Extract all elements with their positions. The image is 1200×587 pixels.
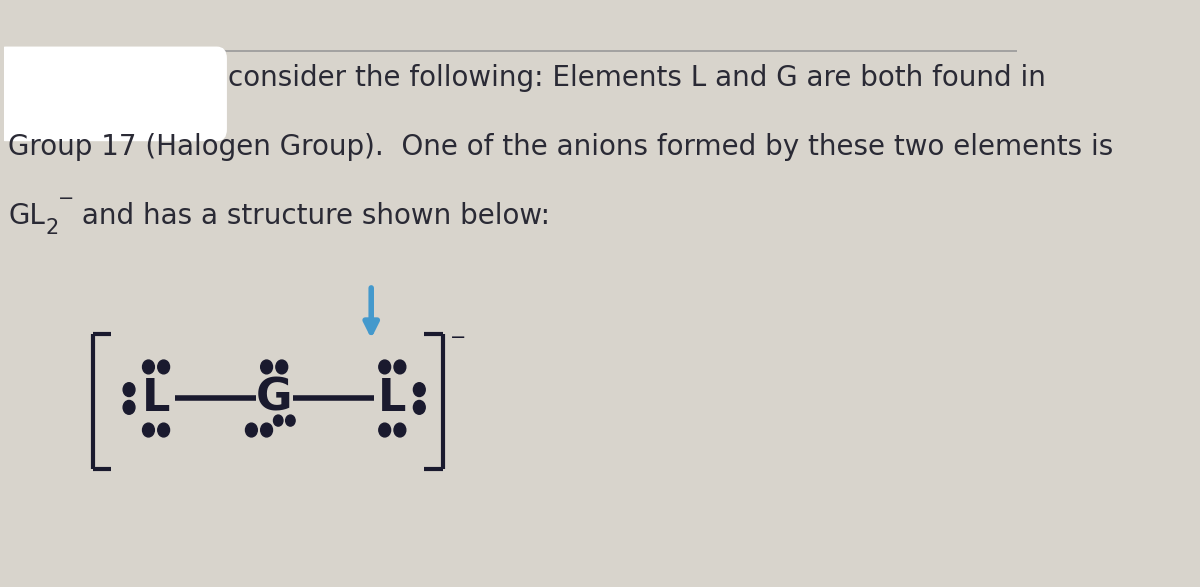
Text: 2: 2 xyxy=(46,218,59,238)
Circle shape xyxy=(286,415,295,426)
Text: and has a structure shown below:: and has a structure shown below: xyxy=(73,202,551,230)
Text: −: − xyxy=(450,328,466,347)
Circle shape xyxy=(274,415,283,426)
Circle shape xyxy=(157,423,169,437)
Circle shape xyxy=(379,360,391,374)
Text: consider the following: Elements L and G are both found in: consider the following: Elements L and G… xyxy=(228,64,1045,92)
Circle shape xyxy=(414,383,425,396)
Circle shape xyxy=(379,423,391,437)
Circle shape xyxy=(246,423,257,437)
Text: L: L xyxy=(142,377,170,420)
Circle shape xyxy=(143,360,155,374)
Circle shape xyxy=(260,360,272,374)
FancyBboxPatch shape xyxy=(0,46,227,141)
Text: −: − xyxy=(58,189,74,208)
Circle shape xyxy=(260,423,272,437)
Circle shape xyxy=(414,400,425,414)
Circle shape xyxy=(143,423,155,437)
Text: L: L xyxy=(378,377,407,420)
Text: Group 17 (Halogen Group).  One of the anions formed by these two elements is: Group 17 (Halogen Group). One of the ani… xyxy=(8,133,1114,161)
Circle shape xyxy=(124,383,134,396)
Circle shape xyxy=(157,360,169,374)
Circle shape xyxy=(276,360,288,374)
Circle shape xyxy=(124,400,134,414)
Text: G: G xyxy=(256,377,293,420)
Text: GL: GL xyxy=(8,202,46,230)
Circle shape xyxy=(394,423,406,437)
Circle shape xyxy=(394,360,406,374)
